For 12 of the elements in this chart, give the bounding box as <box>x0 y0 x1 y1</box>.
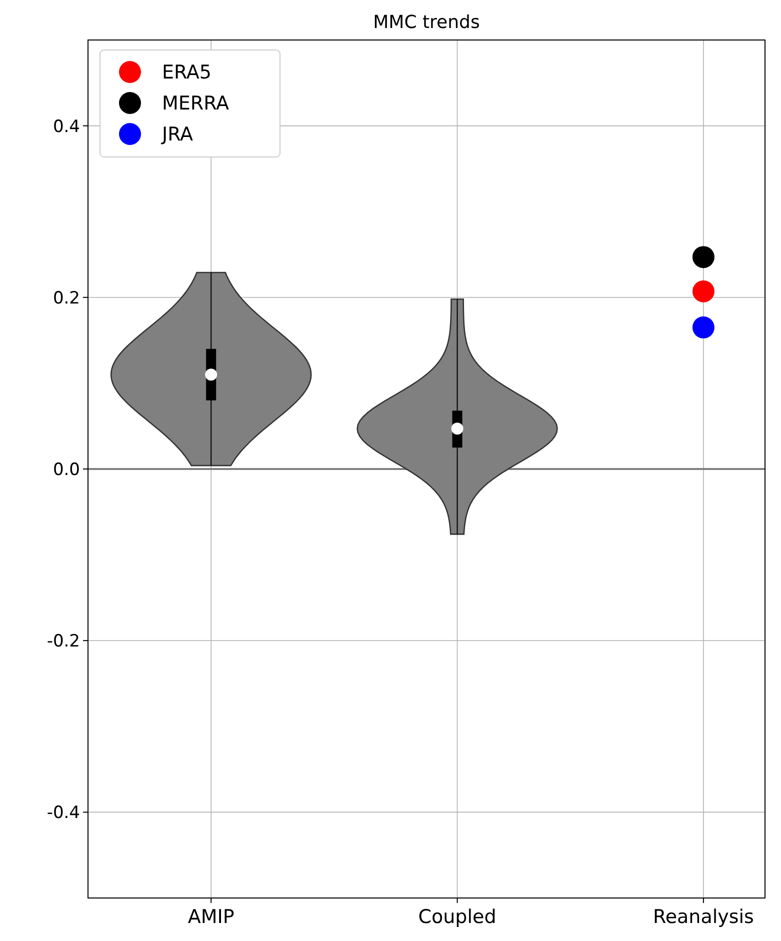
x-tick-label: AMIP <box>188 906 234 928</box>
y-tick-label: 0.2 <box>52 288 80 308</box>
x-tick-label: Coupled <box>418 906 496 928</box>
y-tick-label: -0.4 <box>46 803 80 824</box>
y-tick-label: 0.0 <box>52 460 80 480</box>
y-tick-label: -0.2 <box>46 632 80 652</box>
y-tick-label: 0.4 <box>52 116 80 137</box>
legend-label: ERA5 <box>162 62 212 84</box>
chart-title: MMC trends <box>373 12 480 33</box>
legend-label: MERRA <box>162 92 230 115</box>
x-tick-label: Reanalysis <box>652 906 754 928</box>
legend-label: JRA <box>161 124 194 146</box>
